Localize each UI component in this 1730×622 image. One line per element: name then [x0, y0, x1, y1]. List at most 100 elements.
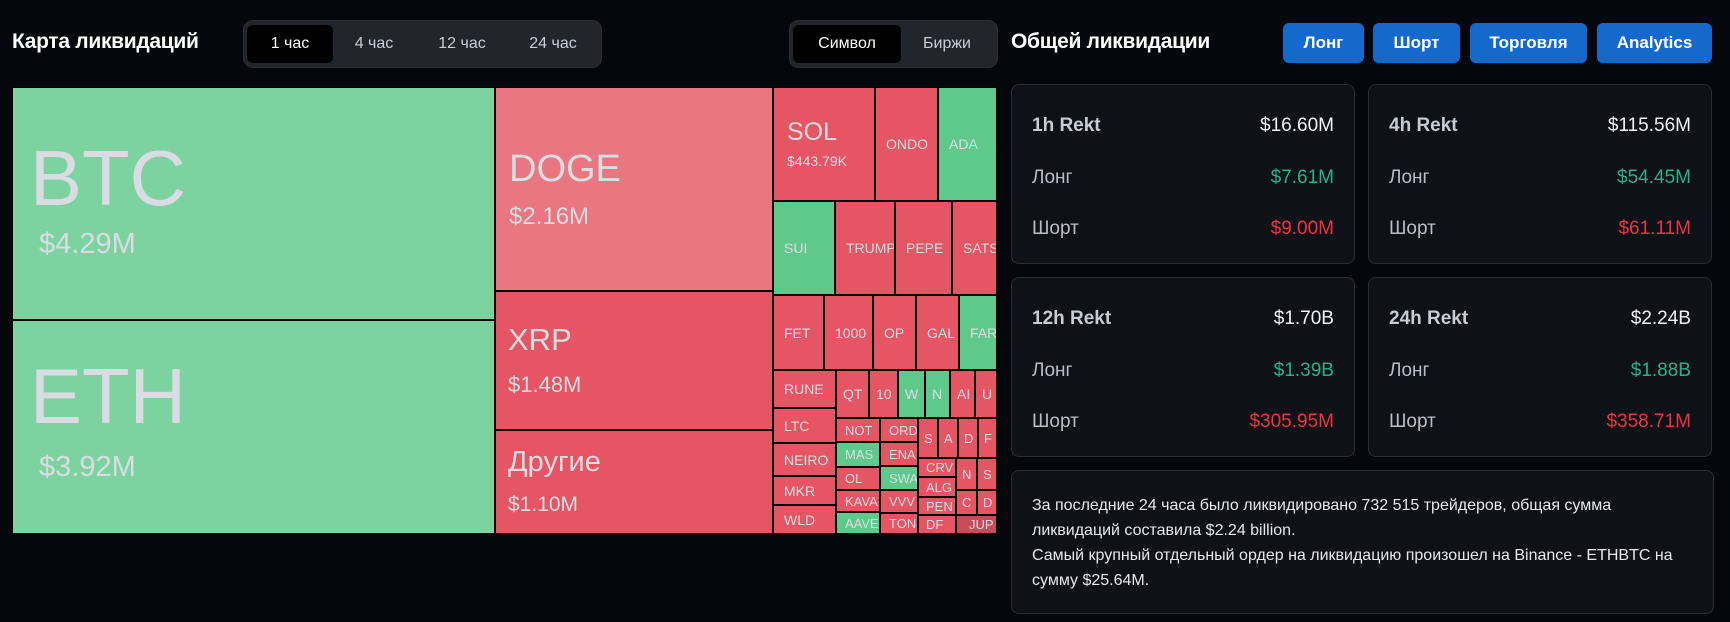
tile-ena[interactable]: ENA: [880, 442, 918, 466]
short-label: Шорт: [1032, 411, 1079, 432]
tile-ada[interactable]: ADA: [938, 87, 997, 201]
short-button[interactable]: Шорт: [1373, 23, 1460, 63]
long-value: $1.39B: [1273, 360, 1334, 381]
stat-card-1h: 1h Rekt $16.60M Лонг $7.61M Шорт $9.00M: [1011, 84, 1355, 264]
tile-trump[interactable]: TRUMP: [835, 201, 895, 295]
tile-ondo[interactable]: ONDO: [875, 87, 938, 201]
tile-value: $2.16M: [509, 203, 590, 230]
tile-pepe[interactable]: PEPE: [895, 201, 952, 295]
tile-value: $1.10M: [508, 493, 579, 516]
tile-df[interactable]: DF: [918, 515, 956, 534]
tile-doge[interactable]: DOGE $2.16M: [495, 87, 773, 291]
tile-not[interactable]: NOT: [836, 418, 880, 442]
short-value: $358.71M: [1606, 411, 1691, 432]
short-value: $305.95M: [1249, 411, 1334, 432]
group-by-tabs: Символ Биржи: [789, 20, 998, 68]
tile-symbol: BTC: [30, 134, 186, 222]
stat-card-12h: 12h Rekt $1.70B Лонг $1.39B Шорт $305.95…: [1011, 277, 1355, 457]
tile-kava[interactable]: KAVA: [836, 490, 880, 512]
tile-op[interactable]: OP: [873, 295, 916, 370]
short-label: Шорт: [1389, 218, 1436, 239]
tile-ton[interactable]: TON: [880, 513, 918, 534]
tab-12h[interactable]: 12 час: [438, 35, 486, 52]
analytics-button[interactable]: Analytics: [1597, 23, 1712, 63]
tile-value: $3.92M: [39, 451, 136, 483]
tile-ai[interactable]: AI: [950, 370, 975, 418]
tab-4h[interactable]: 4 час: [354, 35, 394, 52]
tile-10[interactable]: 10: [869, 370, 898, 418]
stat-title: 24h Rekt: [1389, 308, 1469, 329]
tile-ol[interactable]: OL: [836, 467, 880, 490]
stat-total: $1.70B: [1273, 308, 1334, 329]
tile-u[interactable]: U: [975, 370, 997, 418]
stat-title: 12h Rekt: [1032, 308, 1112, 329]
tab-1h[interactable]: 1 час: [247, 25, 333, 63]
tile-gal[interactable]: GAL: [916, 295, 959, 370]
tile-mas[interactable]: MAS: [836, 442, 880, 467]
tile-f[interactable]: F: [978, 418, 997, 458]
tile-far[interactable]: FAR: [959, 295, 997, 370]
long-button[interactable]: Лонг: [1283, 23, 1364, 63]
tab-symbol[interactable]: Символ: [793, 25, 901, 63]
tile-s2[interactable]: S: [977, 458, 997, 490]
long-label: Лонг: [1389, 360, 1430, 381]
tile-swa[interactable]: SWA: [880, 466, 918, 490]
total-liquidations-title: Общей ликвидации: [1011, 30, 1210, 53]
tile-btc[interactable]: BTC $4.29M: [12, 87, 495, 320]
short-label: Шорт: [1389, 411, 1436, 432]
liquidation-treemap: BTC $4.29M ETH $3.92M DOGE $2.16M XRP $1…: [12, 87, 997, 534]
tile-n2[interactable]: N: [956, 458, 977, 490]
tile-pen[interactable]: PEN: [918, 497, 956, 515]
long-value: $1.88B: [1630, 360, 1691, 381]
tile-qt[interactable]: QT: [836, 370, 869, 418]
tab-exchanges[interactable]: Биржи: [923, 35, 971, 52]
stat-card-4h: 4h Rekt $115.56M Лонг $54.45M Шорт $61.1…: [1368, 84, 1712, 264]
tile-s[interactable]: S: [918, 418, 938, 458]
short-label: Шорт: [1032, 218, 1079, 239]
tile-vvv[interactable]: VVV: [880, 490, 918, 513]
liquidation-map-title: Карта ликвидаций: [12, 30, 199, 53]
liquidation-summary-note: За последние 24 часа было ликвидировано …: [1011, 470, 1714, 614]
tile-eth[interactable]: ETH $3.92M: [12, 320, 495, 534]
tile-crv[interactable]: CRV: [918, 458, 956, 477]
tile-mkr[interactable]: MKR: [773, 476, 836, 505]
tile-sui[interactable]: SUI: [773, 201, 835, 295]
tile-c[interactable]: C: [956, 490, 977, 515]
tile-alg[interactable]: ALG: [918, 477, 956, 497]
tile-w[interactable]: W: [898, 370, 925, 418]
stat-total: $115.56M: [1607, 115, 1691, 136]
tile-a[interactable]: A: [938, 418, 958, 458]
tile-xrp[interactable]: XRP $1.48M: [495, 291, 773, 430]
tile-symbol: SOL: [787, 118, 838, 146]
tile-symbol: DOGE: [509, 148, 621, 190]
tile-rune[interactable]: RUNE: [773, 370, 836, 408]
tile-sats[interactable]: SATS: [952, 201, 997, 295]
time-period-tabs: 1 час 4 час 12 час 24 час: [243, 20, 602, 68]
tile-1000[interactable]: 1000: [824, 295, 873, 370]
long-label: Лонг: [1032, 360, 1073, 381]
trading-button[interactable]: Торговля: [1470, 23, 1587, 63]
tab-24h[interactable]: 24 час: [529, 35, 577, 52]
stat-total: $2.24B: [1630, 308, 1691, 329]
stat-title: 1h Rekt: [1032, 115, 1101, 136]
tile-symbol: Другие: [508, 446, 601, 478]
long-value: $7.61M: [1270, 167, 1334, 188]
long-label: Лонг: [1389, 167, 1430, 188]
tile-ord[interactable]: ORD: [880, 418, 918, 442]
tile-neiro[interactable]: NEIRO: [773, 443, 836, 476]
tile-sol[interactable]: SOL $443.79K: [773, 87, 875, 201]
long-value: $54.45M: [1617, 167, 1691, 188]
summary-line-2: Самый крупный отдельный ордер на ликвида…: [1032, 547, 1673, 589]
tile-wld[interactable]: WLD: [773, 505, 836, 534]
tile-symbol: XRP: [508, 322, 572, 357]
tile-ltc[interactable]: LTC: [773, 408, 836, 443]
tile-fet[interactable]: FET: [773, 295, 824, 370]
tile-aave[interactable]: AAVE: [836, 512, 880, 534]
tile-value: $4.29M: [39, 228, 136, 260]
tile-d2[interactable]: D: [977, 490, 997, 515]
tile-others[interactable]: Другие $1.10M: [495, 430, 773, 534]
tile-jup[interactable]: JUP: [956, 515, 997, 534]
stat-title: 4h Rekt: [1389, 115, 1458, 136]
tile-n[interactable]: N: [925, 370, 950, 418]
tile-d[interactable]: D: [958, 418, 978, 458]
